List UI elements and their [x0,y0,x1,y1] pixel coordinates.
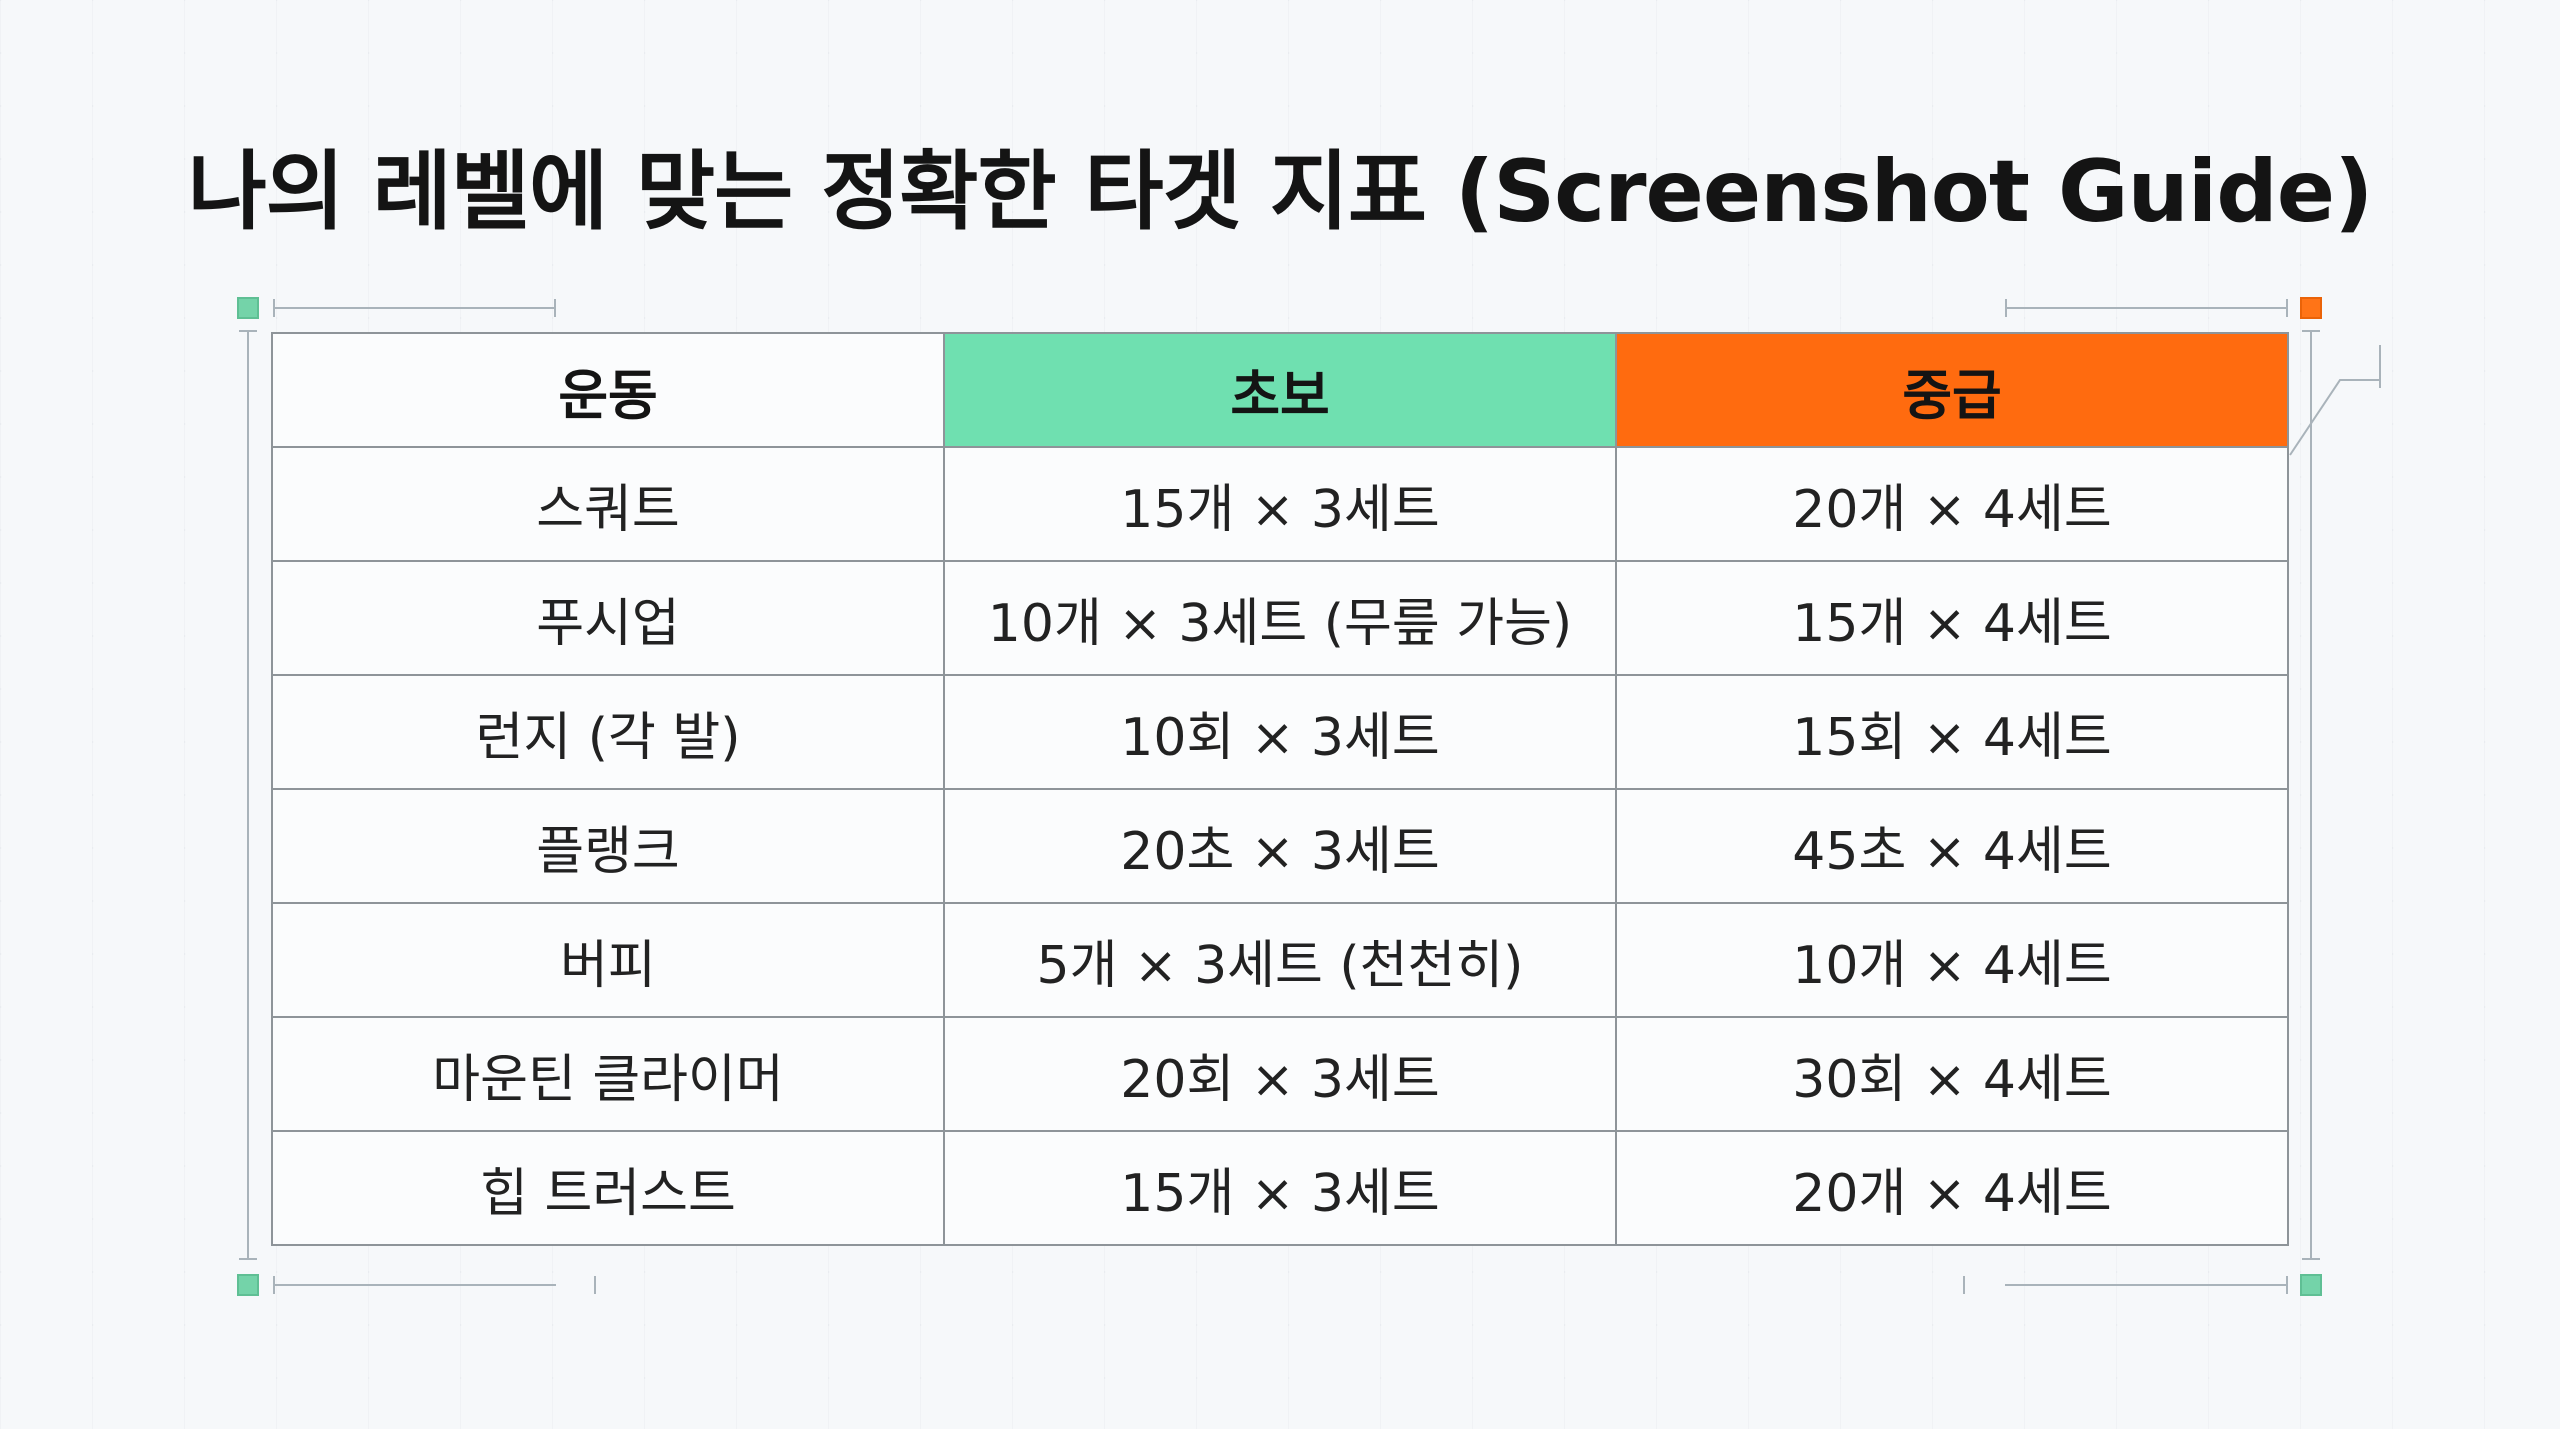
table-row: 힙 트러스트 15개 × 3세트 20개 × 4세트 [271,1130,2289,1246]
cell-intermediate: 20개 × 4세트 [1615,446,2289,562]
frame-guide-top-left [273,307,556,309]
cell-exercise: 스쿼트 [271,446,945,562]
cell-beginner: 5개 × 3세트 (천천히) [943,902,1617,1018]
cell-beginner: 20초 × 3세트 [943,788,1617,904]
resize-handle-bottom-right[interactable] [2300,1274,2322,1296]
table-row: 플랭크 20초 × 3세트 45초 × 4세트 [271,788,2289,904]
resize-handle-top-left[interactable] [237,297,259,319]
resize-handle-top-right[interactable] [2300,297,2322,319]
frame-guide-tick [1963,1276,1965,1294]
cell-exercise: 플랭크 [271,788,945,904]
cell-intermediate: 20개 × 4세트 [1615,1130,2289,1246]
resize-handle-bottom-left[interactable] [237,1274,259,1296]
cell-intermediate: 45초 × 4세트 [1615,788,2289,904]
table-row: 스쿼트 15개 × 3세트 20개 × 4세트 [271,446,2289,562]
page-title: 나의 레벨에 맞는 정확한 타겟 지표 (Screenshot Guide) [187,142,2374,242]
frame-guide-tick [594,1276,596,1294]
workout-level-table: 운동 초보 중급 스쿼트 15개 × 3세트 20개 × 4세트 푸시업 10개… [271,332,2289,1246]
table-row: 런지 (각 발) 10회 × 3세트 15회 × 4세트 [271,674,2289,790]
frame-guide-tick [2005,299,2007,317]
cell-exercise: 마운틴 클라이머 [271,1016,945,1132]
frame-guide-right [2310,330,2312,1260]
cell-exercise: 버피 [271,902,945,1018]
header-intermediate: 중급 [1615,332,2289,448]
callout-connector [2289,345,2381,456]
cell-beginner: 10개 × 3세트 (무릎 가능) [943,560,1617,676]
table-row: 버피 5개 × 3세트 (천천히) 10개 × 4세트 [271,902,2289,1018]
cell-intermediate: 15개 × 4세트 [1615,560,2289,676]
cell-exercise: 푸시업 [271,560,945,676]
frame-guide-tick [273,299,275,317]
cell-beginner: 15개 × 3세트 [943,1130,1617,1246]
frame-guide-left [247,330,249,1260]
table-row: 푸시업 10개 × 3세트 (무릎 가능) 15개 × 4세트 [271,560,2289,676]
cell-exercise: 런지 (각 발) [271,674,945,790]
cell-intermediate: 10개 × 4세트 [1615,902,2289,1018]
cell-intermediate: 15회 × 4세트 [1615,674,2289,790]
table-header-row: 운동 초보 중급 [271,332,2289,448]
frame-guide-tick [554,299,556,317]
frame-guide-bottom-right [2005,1284,2288,1286]
frame-guide-tick [2302,330,2320,332]
frame-guide-tick [239,1258,257,1260]
frame-guide-tick [2286,299,2288,317]
cell-beginner: 15개 × 3세트 [943,446,1617,562]
frame-guide-tick [239,330,257,332]
frame-guide-tick [2302,1258,2320,1260]
frame-guide-bottom-left [273,1284,556,1286]
frame-guide-tick [2286,1276,2288,1294]
table-row: 마운틴 클라이머 20회 × 3세트 30회 × 4세트 [271,1016,2289,1132]
header-beginner: 초보 [943,332,1617,448]
frame-guide-tick [273,1276,275,1294]
cell-exercise: 힙 트러스트 [271,1130,945,1246]
frame-guide-top-right [2005,307,2288,309]
workout-table-container: 운동 초보 중급 스쿼트 15개 × 3세트 20개 × 4세트 푸시업 10개… [271,332,2289,1260]
header-exercise: 운동 [271,332,945,448]
cell-beginner: 10회 × 3세트 [943,674,1617,790]
cell-beginner: 20회 × 3세트 [943,1016,1617,1132]
cell-intermediate: 30회 × 4세트 [1615,1016,2289,1132]
